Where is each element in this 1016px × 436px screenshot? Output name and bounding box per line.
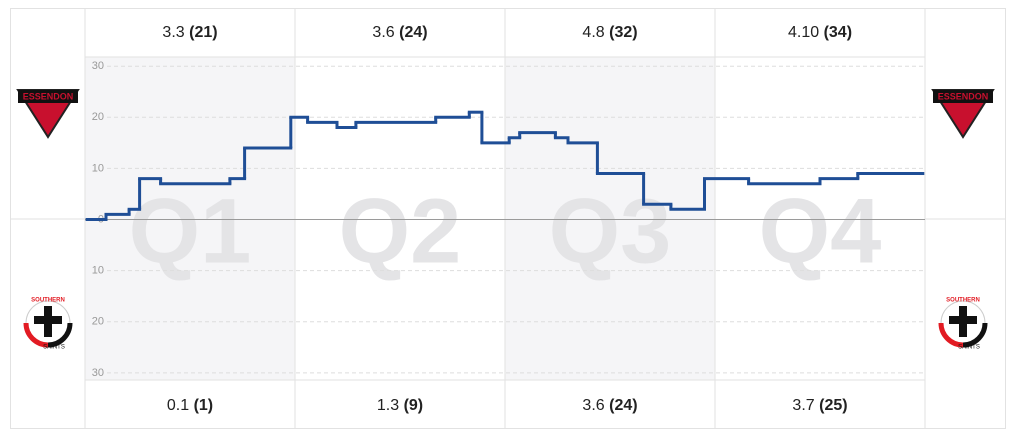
quarter-label: Q3 (549, 180, 672, 282)
home-score: 4.10 (34) (788, 24, 852, 41)
home-team: ESSENDON (938, 91, 989, 101)
away-team: SOUTHERN (31, 298, 65, 304)
y-tick-label: 10 (92, 162, 104, 174)
away-score: 1.3 (9) (377, 397, 423, 414)
away-goals: 1.3 (377, 397, 399, 414)
quarter-label: Q1 (129, 180, 252, 282)
y-tick-label: 20 (92, 111, 104, 123)
away-team: SAINTS (43, 345, 65, 351)
away-team: SOUTHERN (946, 298, 980, 304)
y-tick-label: 30 (92, 367, 104, 379)
saints-swoosh-black (962, 322, 988, 348)
away-total: (1) (194, 397, 214, 414)
away-total: (25) (819, 397, 847, 414)
essendon-banner (933, 90, 993, 103)
home-goals: 3.3 (162, 24, 184, 41)
quarter-label: Q2 (339, 180, 462, 282)
home-total: (34) (824, 24, 852, 41)
home-total: (21) (189, 24, 217, 41)
away-team: SAINTS (958, 345, 980, 351)
quarter-label: Q4 (759, 180, 882, 282)
home-score: 3.6 (24) (372, 24, 427, 41)
essendon-banner (18, 90, 78, 103)
home-goals: 4.8 (582, 24, 604, 41)
home-total: (32) (609, 24, 637, 41)
home-total: (24) (399, 24, 427, 41)
quarter-band (505, 57, 715, 380)
away-score: 0.1 (1) (167, 397, 213, 414)
away-goals: 3.7 (792, 397, 814, 414)
away-goals: 3.6 (582, 397, 604, 414)
home-score: 4.8 (32) (582, 24, 637, 41)
saints-swoosh-red (23, 322, 49, 348)
saints-swoosh-red (938, 322, 964, 348)
away-total: (9) (404, 397, 424, 414)
home-team: ESSENDON (23, 91, 74, 101)
saints-swoosh-black (47, 322, 73, 348)
away-score: 3.7 (25) (792, 397, 847, 414)
quarter-band (85, 57, 295, 380)
saints-cross (949, 306, 977, 337)
away-score: 3.6 (24) (582, 397, 637, 414)
home-score: 3.3 (21) (162, 24, 217, 41)
home-goals: 4.10 (788, 24, 819, 41)
home-goals: 3.6 (372, 24, 394, 41)
saints-cross (34, 306, 62, 337)
y-tick-label: 10 (92, 265, 104, 277)
away-total: (24) (609, 397, 637, 414)
away-goals: 0.1 (167, 397, 189, 414)
y-tick-label: 20 (92, 316, 104, 328)
y-tick-label: 30 (92, 60, 104, 72)
